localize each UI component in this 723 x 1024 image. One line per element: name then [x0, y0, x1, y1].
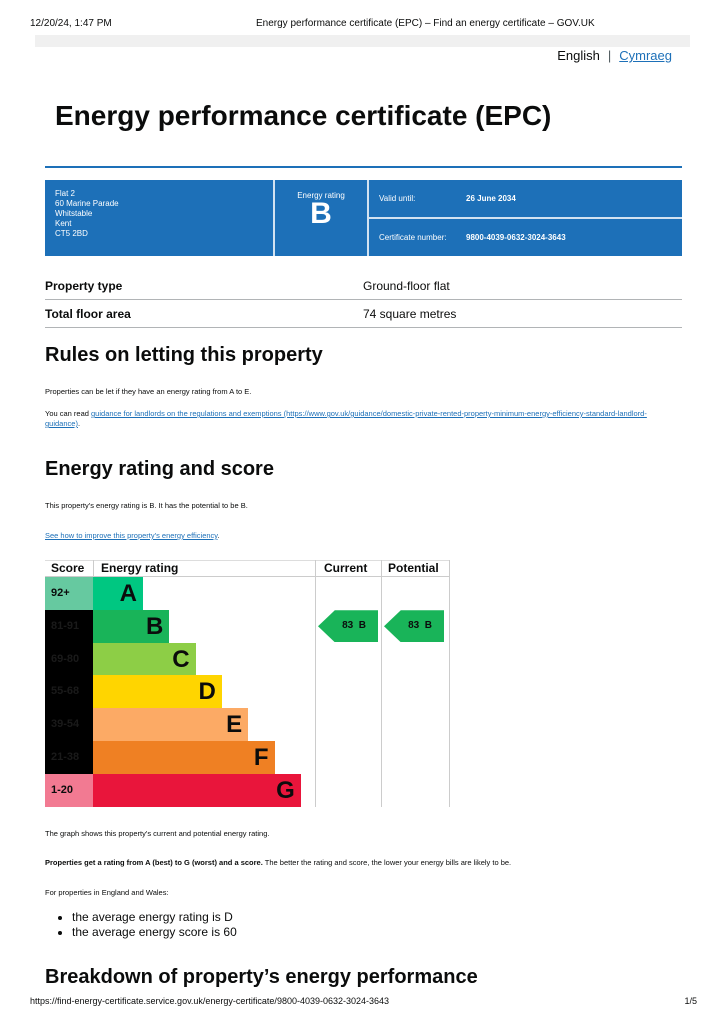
suffix: . [77, 419, 81, 428]
print-url: https://find-energy-certificate.service.… [30, 996, 390, 1006]
improve-link[interactable]: See how to improve this property's energ… [45, 531, 218, 540]
energy-rating-box: Energy rating B [275, 180, 369, 256]
header-strip [35, 35, 690, 47]
print-page: 1/5 [684, 996, 697, 1006]
bold-text: Properties get a rating from A (best) to… [45, 858, 263, 867]
score-c: 69-80 [45, 642, 93, 676]
prefix: You can read [45, 409, 92, 418]
rules-text: Properties can be let if they have an en… [45, 387, 252, 396]
current-rating-arrow: 83 B [318, 610, 378, 643]
score-b: 81-91 [45, 609, 93, 643]
summary-label: Property type [45, 278, 123, 293]
energy-rating-chart: Score Energy rating Current Potential 92… [45, 560, 450, 807]
band-d: D [93, 675, 222, 709]
score-f: 21-38 [45, 741, 93, 774]
header-current: Current [324, 561, 368, 577]
energy-rating-label: Energy rating [297, 191, 345, 200]
certificate-number-label: Certificate number: [379, 233, 447, 242]
address-line: Whitstable [55, 209, 93, 218]
band-b: B [93, 609, 170, 643]
header-energy-rating: Energy rating [101, 561, 179, 577]
address-line: Kent [55, 219, 72, 228]
certificate-number-row: Certificate number: 9800-4039-0632-3024-3… [369, 217, 682, 256]
summary-value: 74 square metres [363, 306, 457, 321]
improve-line: See how to improve this property's energ… [45, 531, 675, 541]
rules-heading: Rules on letting this property [45, 344, 323, 366]
band-a: A [93, 577, 143, 610]
england-wales: For properties in England and Wales: [45, 888, 169, 897]
breakdown-heading: Breakdown of property’s energy performan… [45, 966, 478, 988]
rating-text: This property's energy rating is B. It h… [45, 501, 248, 510]
address-line: Flat 2 [55, 189, 76, 198]
summary-row-property-type: Property type Ground-floor flat [45, 272, 682, 300]
list-item: the average energy score is 60 [72, 925, 237, 940]
valid-until-label: Valid until: [379, 194, 416, 203]
page-title: Energy performance certificate (EPC) [55, 100, 552, 131]
guidance-link[interactable]: guidance for landlords on the regulation… [45, 409, 647, 428]
summary-value: Ground-floor flat [363, 278, 450, 293]
summary-row-floor-area: Total floor area 74 square metres [45, 300, 682, 328]
averages-list: the average energy rating is D the avera… [72, 910, 237, 940]
score-e: 39-54 [45, 708, 93, 742]
suffix: . [217, 531, 220, 540]
list-item: the average energy rating is D [72, 910, 237, 925]
valid-until-row: Valid until: 26 June 2034 [369, 180, 682, 217]
score-a: 92+ [45, 577, 93, 610]
address-line: CT5 2BD [55, 229, 88, 238]
rest-text: The better the rating and score, the low… [262, 858, 512, 867]
band-g: G [93, 773, 301, 807]
summary-label: Total floor area [45, 306, 131, 321]
rules-guidance: You can read guidance for landlords on t… [45, 409, 675, 429]
potential-rating-arrow: 83 B [384, 610, 444, 643]
score-d: 55-68 [45, 675, 93, 709]
band-f: F [93, 741, 275, 774]
title-divider [45, 166, 682, 168]
certificate-number-value: 9800-4039-0632-3024-3643 [466, 233, 566, 242]
certificate-summary: Flat 2 60 Marine Parade Whitstable Kent … [45, 180, 682, 256]
graph-note: The graph shows this property's current … [45, 829, 270, 838]
language-english: English [557, 48, 600, 63]
band-c: C [93, 642, 196, 676]
header-potential: Potential [388, 561, 439, 577]
rating-heading: Energy rating and score [45, 458, 274, 480]
header-score: Score [51, 561, 85, 577]
band-e: E [93, 708, 249, 742]
address-line: 60 Marine Parade [55, 199, 119, 208]
print-title: Energy performance certificate (EPC) – F… [256, 18, 595, 29]
rating-explanation: Properties get a rating from A (best) to… [45, 858, 675, 868]
language-switcher: English | Cymraeg [557, 48, 672, 63]
score-g: 1-20 [45, 773, 93, 807]
language-cymraeg-link[interactable]: Cymraeg [619, 48, 672, 63]
address: Flat 2 60 Marine Parade Whitstable Kent … [45, 180, 275, 256]
valid-until-value: 26 June 2034 [466, 194, 516, 203]
print-datetime: 12/20/24, 1:47 PM [30, 18, 112, 29]
energy-rating-value: B [310, 197, 332, 230]
